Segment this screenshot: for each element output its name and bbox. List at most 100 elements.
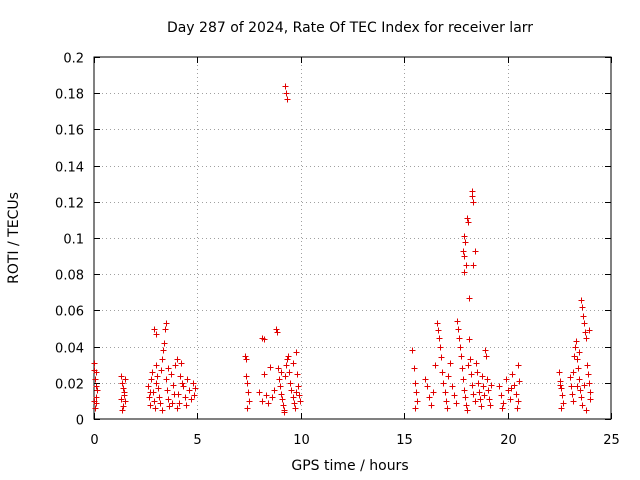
plot-frame (93, 56, 612, 420)
y-tick-label: 0.16 (55, 124, 84, 139)
data-point (243, 356, 250, 363)
data-point (583, 335, 590, 342)
data-point (91, 398, 98, 405)
data-point (435, 327, 442, 334)
data-point (147, 402, 154, 409)
data-point (151, 398, 158, 405)
data-point (484, 376, 491, 383)
data-point (293, 349, 300, 356)
data-point (161, 340, 168, 347)
data-point (434, 320, 441, 327)
data-point (586, 380, 593, 387)
data-point (145, 383, 152, 390)
data-point (283, 362, 290, 369)
data-point (511, 382, 518, 389)
data-point (170, 382, 177, 389)
y-tick-label: 0.08 (55, 269, 84, 284)
data-point (165, 396, 172, 403)
data-point (470, 391, 477, 398)
data-point (179, 380, 186, 387)
data-point (412, 380, 419, 387)
data-point (465, 362, 472, 369)
x-tick-label: 5 (193, 433, 201, 448)
y-tick-label: 0.12 (55, 197, 84, 212)
x-tick-label: 20 (500, 433, 517, 448)
data-point (515, 362, 522, 369)
data-point (157, 400, 164, 407)
data-point (276, 376, 283, 383)
data-point (581, 382, 588, 389)
x-axis-label: GPS time / hours (291, 458, 408, 474)
data-point (487, 402, 494, 409)
data-point (499, 405, 506, 412)
data-point (293, 389, 300, 396)
data-point (578, 297, 585, 304)
data-point (154, 373, 161, 380)
data-point (93, 394, 100, 401)
data-point (503, 376, 510, 383)
data-point (149, 369, 156, 376)
data-point (476, 389, 483, 396)
y-tick-label: 0.14 (55, 161, 84, 176)
data-point (470, 199, 477, 206)
data-point (585, 371, 592, 378)
data-point (461, 253, 468, 260)
data-point (156, 394, 163, 401)
data-point (571, 353, 578, 360)
data-point (482, 347, 489, 354)
data-point (583, 407, 590, 414)
data-point (274, 329, 281, 336)
data-point (186, 387, 193, 394)
data-point (284, 356, 291, 363)
data-point (283, 90, 290, 97)
y-tick-label: 0.1 (63, 233, 84, 248)
data-point (580, 313, 587, 320)
data-point (122, 376, 129, 383)
data-point (469, 382, 476, 389)
data-point (411, 365, 418, 372)
data-point (246, 398, 253, 405)
y-axis-label: ROTI / TECUs (6, 192, 22, 284)
data-point (278, 391, 285, 398)
data-point (467, 356, 474, 363)
data-point (178, 360, 185, 367)
data-point (174, 405, 181, 412)
data-point (153, 380, 160, 387)
data-point (93, 369, 100, 376)
data-point (409, 347, 416, 354)
data-point (458, 353, 465, 360)
data-point (280, 402, 287, 409)
data-point (473, 360, 480, 367)
x-tick-label: 0 (90, 433, 98, 448)
data-point (163, 376, 170, 383)
data-point (461, 233, 468, 240)
data-point (269, 394, 276, 401)
data-point (464, 215, 471, 222)
data-point (454, 318, 461, 325)
data-point (245, 389, 252, 396)
data-point (440, 380, 447, 387)
axis-ticks (94, 57, 612, 420)
data-point (182, 394, 189, 401)
data-point (414, 398, 421, 405)
data-point (444, 405, 451, 412)
data-point (282, 373, 289, 380)
data-point (576, 376, 583, 383)
data-point (470, 262, 477, 269)
data-point (180, 383, 187, 390)
data-point (290, 360, 297, 367)
data-point (514, 405, 521, 412)
data-point (516, 378, 523, 385)
data-point (153, 362, 160, 369)
data-point (290, 394, 297, 401)
data-point (176, 400, 183, 407)
data-point (282, 83, 289, 90)
data-point (171, 391, 178, 398)
data-point (259, 335, 266, 342)
data-point (436, 335, 443, 342)
y-tick-labels: 0 0.02 0.04 0.06 0.08 0.1 0.12 0.14 0.16 0.18 0.2 (55, 52, 84, 429)
data-point (587, 389, 594, 396)
data-point (291, 400, 298, 407)
data-point (151, 326, 158, 333)
data-points (91, 83, 594, 416)
